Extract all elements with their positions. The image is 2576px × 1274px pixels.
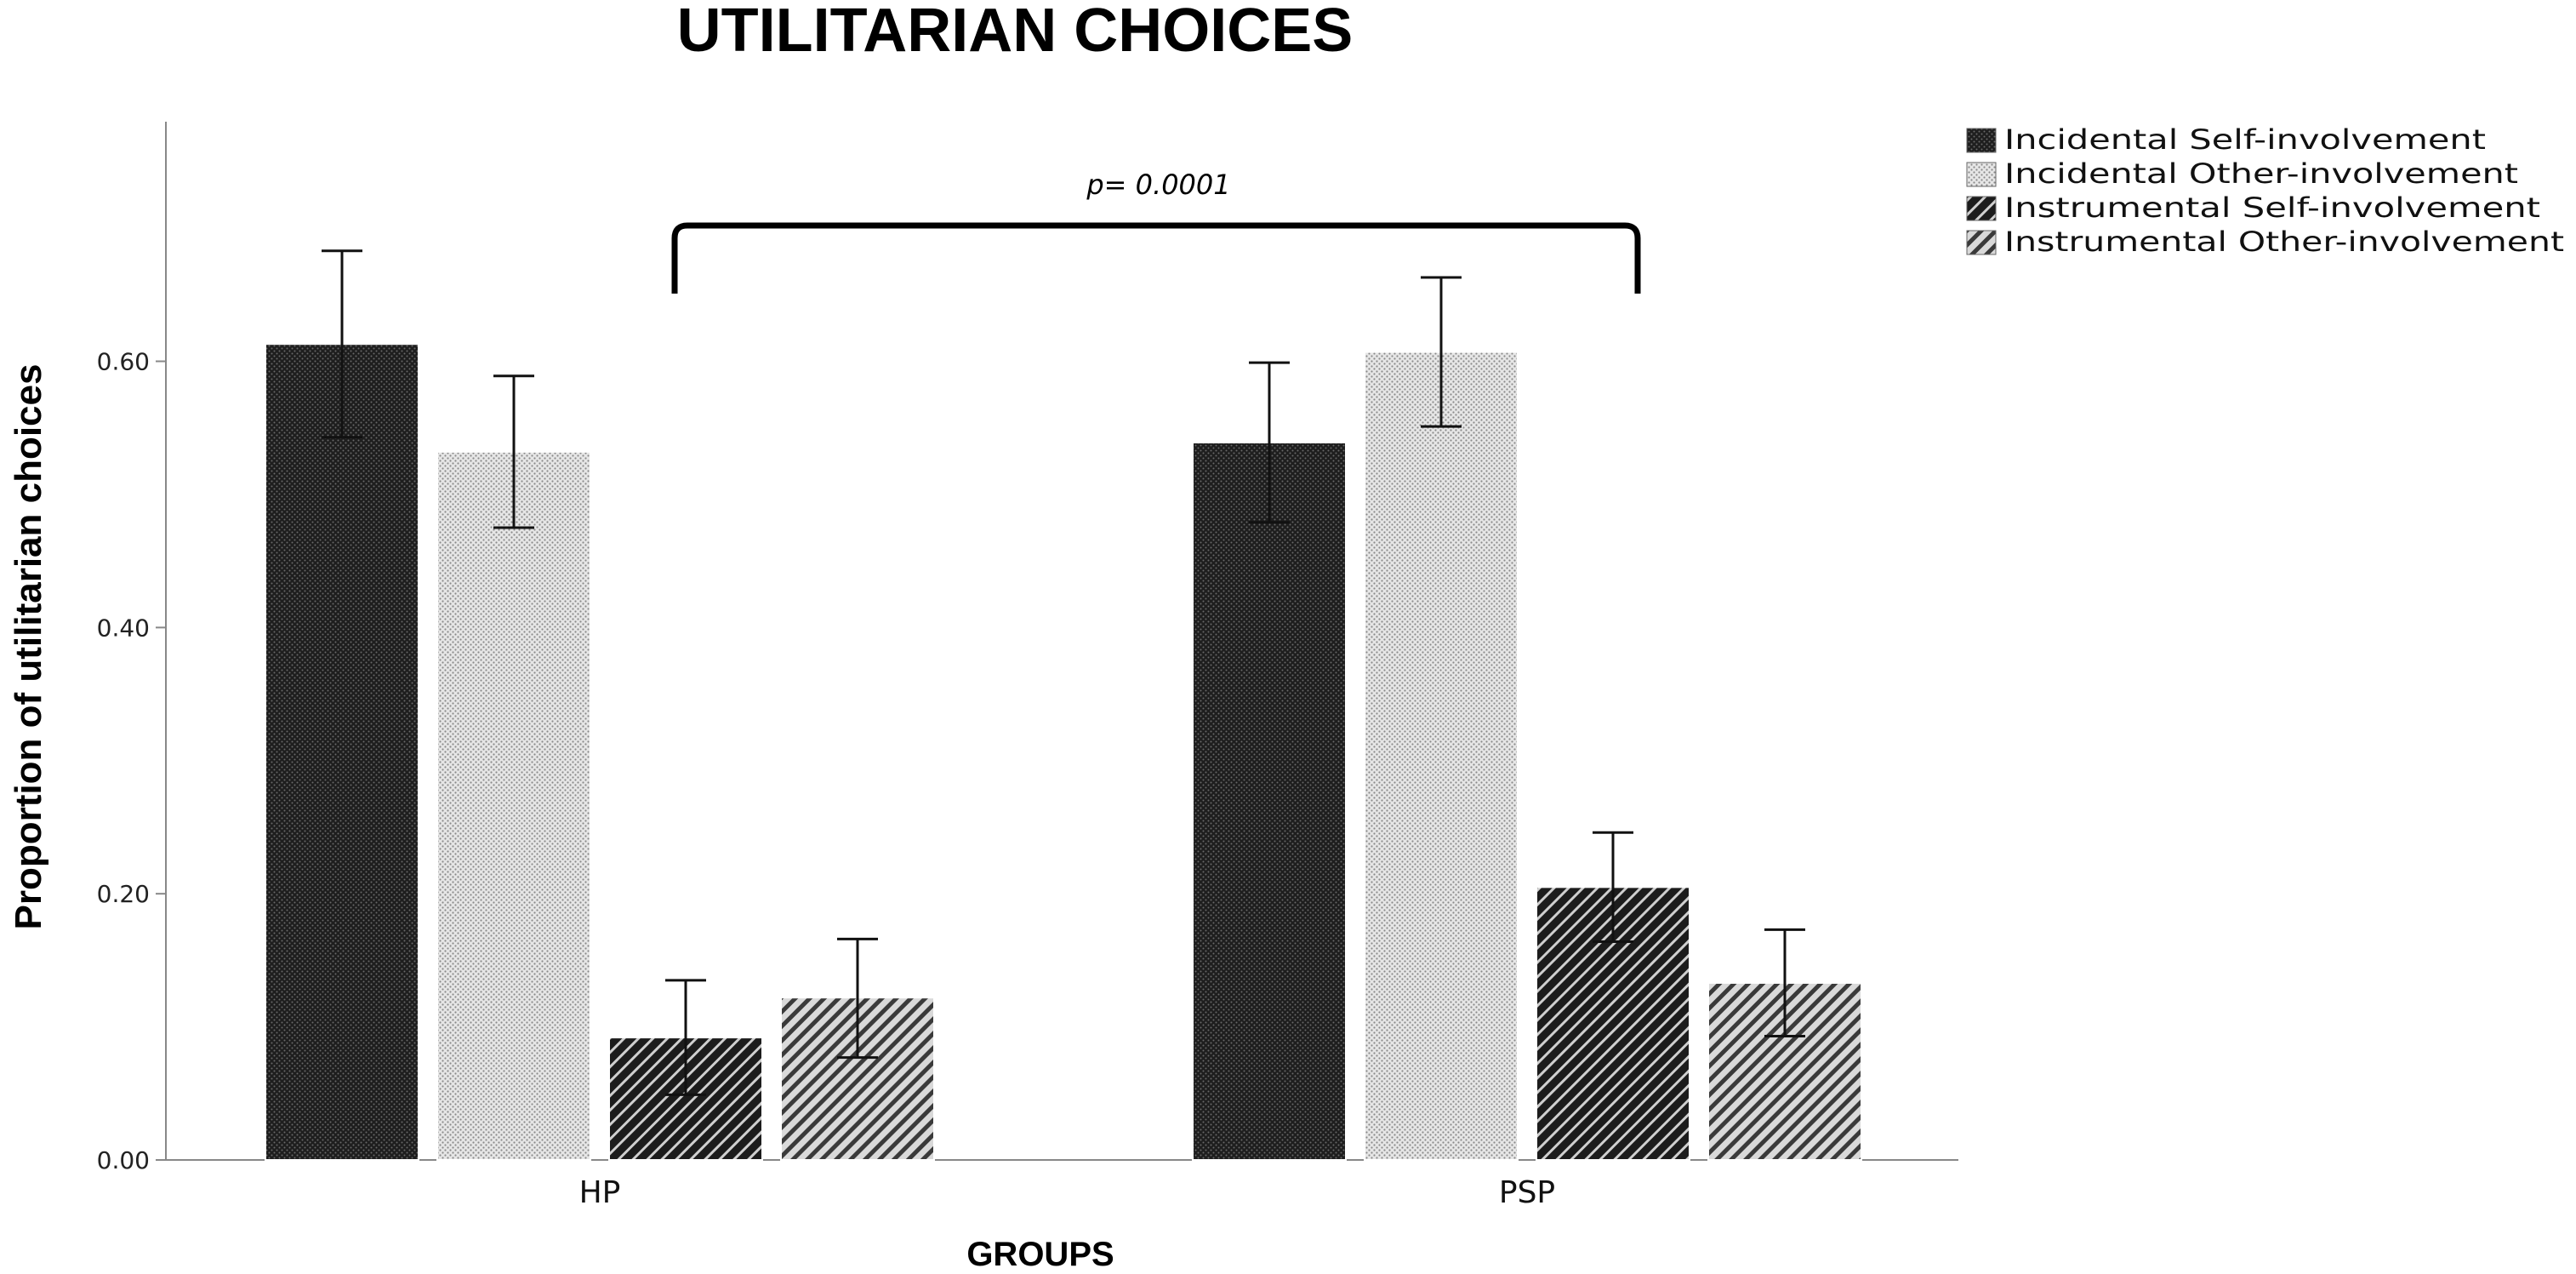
- plot-area: 0.00 0.20 0.40 0.60 HP PSP: [97, 122, 1958, 1210]
- category-label-psp: PSP: [1499, 1175, 1555, 1210]
- bracket-line: [671, 222, 1641, 294]
- p-value-annotation: p= 0.0001: [1086, 169, 1230, 201]
- legend-swatch-1: [1966, 128, 1997, 153]
- legend-label-2: Incidental Other-involvement: [2004, 157, 2518, 190]
- legend-label-3: Instrumental Self-involvement: [2004, 191, 2540, 224]
- y-tick-label: 0.40: [97, 614, 150, 642]
- y-ticks: 0.00 0.20 0.40 0.60: [97, 348, 166, 1174]
- category-labels: HP PSP: [579, 1175, 1556, 1210]
- bar-psp-series-2: [1364, 351, 1519, 1162]
- y-axis-title: Proportion of utilitarian choices: [8, 364, 49, 930]
- legend-swatch-4: [1966, 230, 1997, 255]
- y-tick-label: 0.60: [97, 348, 150, 376]
- legend-swatch-2: [1966, 162, 1997, 187]
- legend-swatch-3: [1966, 196, 1997, 221]
- y-tick-label: 0.20: [97, 880, 150, 908]
- legend-label-1: Incidental Self-involvement: [2004, 123, 2486, 156]
- category-label-hp: HP: [579, 1175, 621, 1210]
- error-bars: [322, 249, 1805, 1096]
- bar-psp-series-1: [1192, 441, 1347, 1161]
- y-tick-label: 0.00: [97, 1146, 150, 1174]
- chart-title: UTILITARIAN CHOICES: [677, 0, 1354, 65]
- bar-hp-series-2: [436, 450, 591, 1161]
- bar-hp-series-1: [265, 343, 419, 1161]
- significance-bracket: p= 0.0001: [671, 169, 1641, 294]
- bars: [265, 343, 1862, 1162]
- x-axis-title: GROUPS: [966, 1236, 1114, 1273]
- legend-label-4: Instrumental Other-involvement: [2004, 226, 2564, 258]
